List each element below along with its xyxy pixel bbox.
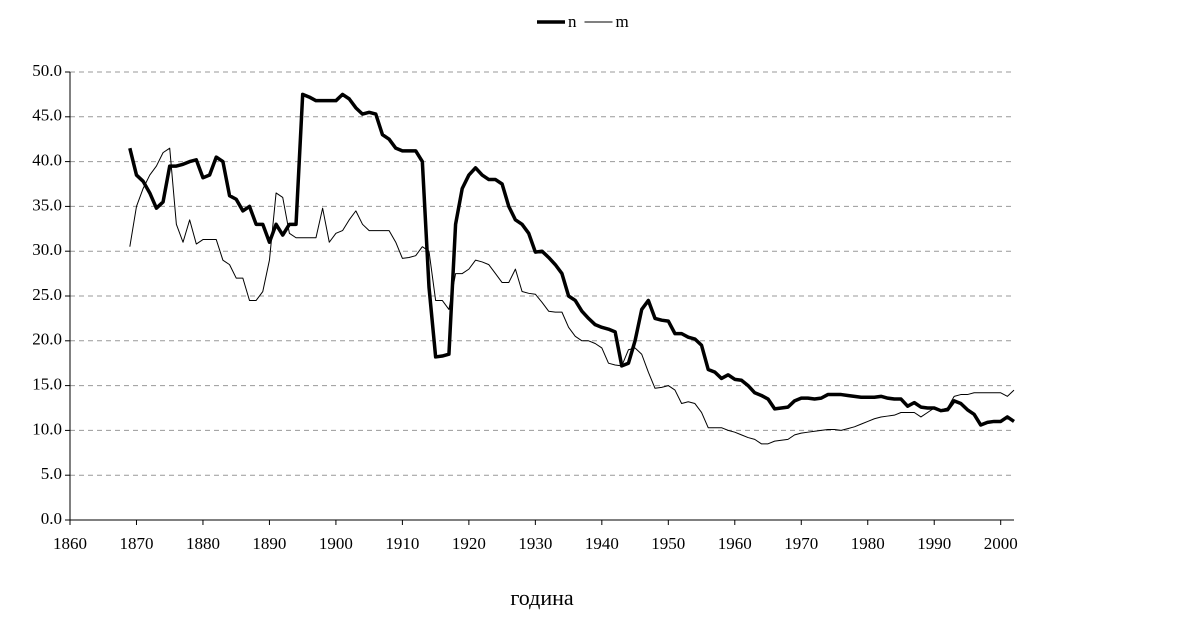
x-tick-label: 1870 bbox=[119, 534, 153, 553]
x-tick-label: 1950 bbox=[651, 534, 685, 553]
y-tick-label: 30.0 bbox=[32, 240, 62, 259]
legend-label: m bbox=[616, 12, 629, 31]
y-tick-label: 20.0 bbox=[32, 330, 62, 349]
x-tick-label: 1940 bbox=[585, 534, 619, 553]
x-tick-label: 1980 bbox=[851, 534, 885, 553]
y-tick-label: 15.0 bbox=[32, 375, 62, 394]
x-tick-label: 1900 bbox=[319, 534, 353, 553]
x-tick-label: 1930 bbox=[518, 534, 552, 553]
x-tick-label: 1970 bbox=[784, 534, 818, 553]
y-tick-label: 50.0 bbox=[32, 61, 62, 80]
x-tick-label: 1880 bbox=[186, 534, 220, 553]
series-line bbox=[128, 92, 1015, 427]
y-tick-label: 10.0 bbox=[32, 419, 62, 438]
x-tick-label: 1890 bbox=[252, 534, 286, 553]
y-tick-label: 5.0 bbox=[41, 464, 62, 483]
x-tick-label: 1960 bbox=[718, 534, 752, 553]
y-tick-label: 35.0 bbox=[32, 195, 62, 214]
x-tick-label: 1910 bbox=[385, 534, 419, 553]
x-tick-label: 2000 bbox=[984, 534, 1018, 553]
series-line bbox=[129, 147, 1015, 445]
x-tick-label: 1990 bbox=[917, 534, 951, 553]
legend-label: n bbox=[568, 12, 577, 31]
y-tick-label: 45.0 bbox=[32, 106, 62, 125]
x-tick-label: 1860 bbox=[53, 534, 87, 553]
y-tick-label: 25.0 bbox=[32, 285, 62, 304]
y-tick-label: 40.0 bbox=[32, 151, 62, 170]
y-tick-label: 0.0 bbox=[41, 509, 62, 528]
x-axis-label: година bbox=[510, 585, 574, 610]
x-tick-label: 1920 bbox=[452, 534, 486, 553]
